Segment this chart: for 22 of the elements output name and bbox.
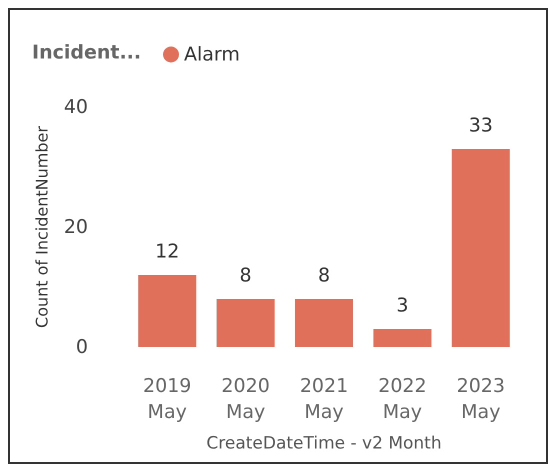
y-tick-label: 0 (76, 336, 88, 358)
x-tick-label: 2022 May (378, 375, 427, 423)
bar (452, 149, 510, 347)
x-tick-label: 2023 May (456, 375, 505, 423)
bar (216, 299, 275, 347)
bar (294, 299, 354, 347)
x-tick-label: 2020 May (221, 375, 270, 423)
y-tick-label: 40 (64, 96, 88, 118)
data-label: 33 (468, 114, 493, 136)
data-label: 8 (318, 264, 330, 286)
x-tick-label: 2021 May (300, 375, 348, 423)
data-label: 3 (396, 294, 408, 316)
y-axis-title: Count of IncidentNumber (32, 126, 52, 328)
x-axis-title: CreateDateTime - v2 Month (206, 434, 442, 454)
bar (373, 329, 432, 347)
bar (138, 275, 196, 347)
legend-title: Incident... (32, 42, 142, 64)
data-label: 8 (240, 264, 252, 286)
data-label: 12 (155, 240, 180, 262)
legend-label: Alarm (184, 44, 240, 66)
x-tick-label: 2019 May (143, 375, 192, 423)
y-tick-label: 20 (64, 216, 88, 238)
